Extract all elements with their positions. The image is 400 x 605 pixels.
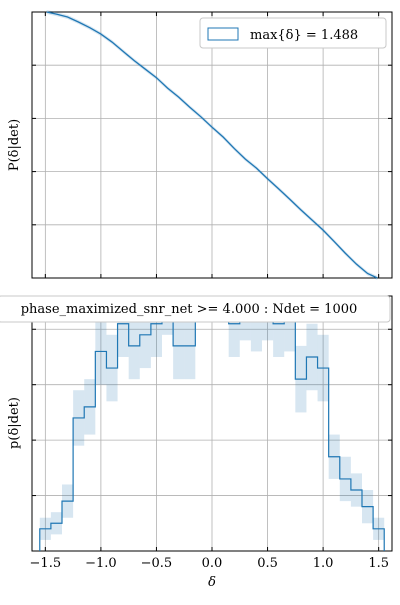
legend-label: max{δ} = 1.488	[250, 28, 358, 43]
bottom-xlabel: δ	[208, 575, 216, 590]
error-band	[250, 297, 262, 352]
x-tick-label: 0.5	[257, 556, 278, 571]
bottom-title: phase_maximized_snr_net >= 4.000 : Ndet …	[21, 302, 358, 317]
x-tick-label: −0.5	[141, 556, 173, 571]
bottom-title-box: phase_maximized_snr_net >= 4.000 : Ndet …	[0, 295, 391, 323]
error-band	[284, 297, 296, 352]
top-ylabel: P(δ|det)	[7, 119, 22, 171]
top-legend: max{δ} = 1.488	[199, 17, 387, 49]
x-tick-label: 1.5	[368, 556, 389, 571]
legend-swatch	[207, 27, 239, 41]
error-band	[117, 297, 129, 357]
legend-box	[199, 17, 387, 49]
top-cdf-curve	[46, 11, 378, 279]
top-grid	[32, 12, 392, 278]
bottom-title-frame	[0, 295, 391, 323]
x-tick-label: 1.0	[313, 556, 334, 571]
bottom-x-tick-labels: −1.5 −1.0 −0.5 0.0 0.5 1.0 1.5	[30, 556, 389, 571]
bottom-ylabel: p(δ|det)	[7, 397, 22, 449]
x-tick-label: −1.0	[85, 556, 117, 571]
x-tick-label: −1.5	[30, 556, 62, 571]
top-cdf-line	[46, 10, 378, 280]
top-ticks	[32, 12, 392, 278]
error-band	[150, 297, 162, 357]
bottom-panel: −1.5 −1.0 −0.5 0.0 0.5 1.0 1.5 phase_maximized…	[0, 295, 393, 590]
error-band	[273, 297, 285, 357]
top-panel: P(δ|det) max{δ} = 1.488	[7, 10, 393, 280]
error-band	[228, 297, 240, 357]
x-tick-label: 0.0	[202, 556, 223, 571]
bottom-grid	[32, 296, 392, 551]
